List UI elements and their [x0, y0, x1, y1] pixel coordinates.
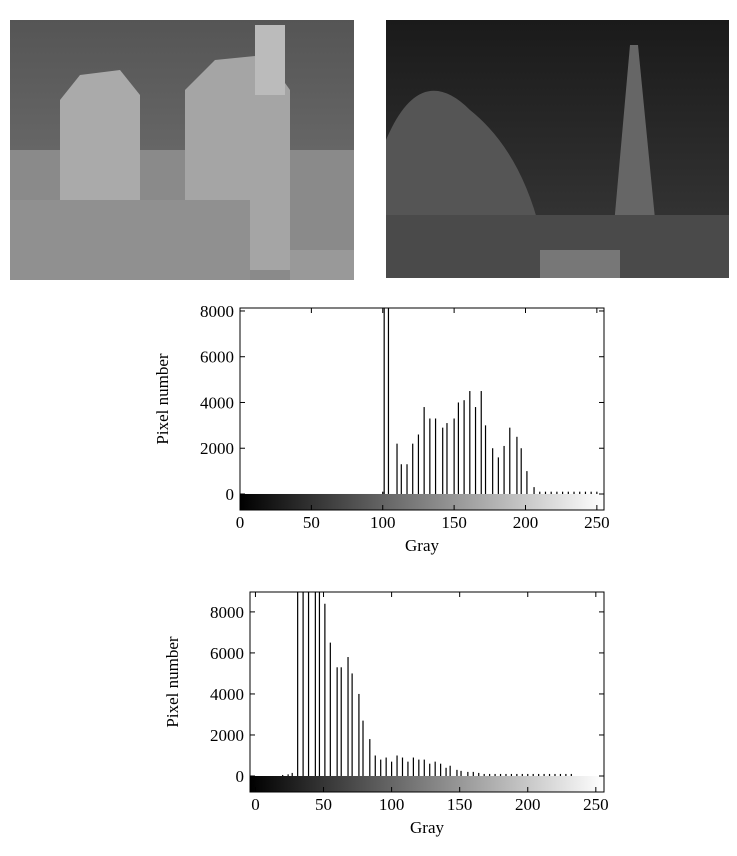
x-axis-label: Gray [405, 536, 439, 555]
histogram: 0 50 100 150 200 250 0 2000 4000 6000 8000 Gray Pixe… [153, 302, 610, 555]
y-tick-label: 6000 [210, 644, 244, 663]
plot-area [282, 592, 572, 776]
x-tick-label: 150 [441, 513, 467, 532]
image-left [10, 20, 354, 280]
x-tick-label: 50 [315, 795, 332, 814]
y-tick-label: 8000 [210, 603, 244, 622]
y-tick-label: 4000 [210, 685, 244, 704]
gray-bar [240, 493, 604, 510]
plot-area [382, 308, 598, 494]
x-tick-label: 150 [447, 795, 473, 814]
x-tick-label: 100 [370, 513, 396, 532]
x-tick-label: 200 [515, 795, 541, 814]
y-axis-label: Pixel number [153, 353, 172, 444]
y-tick-label: 8000 [200, 302, 234, 321]
x-tick-label: 0 [236, 513, 245, 532]
y-axis-label: Pixel number [163, 636, 182, 727]
x-axis-label: Gray [410, 818, 444, 837]
x-tick-label: 200 [513, 513, 539, 532]
y-tick-label: 6000 [200, 348, 234, 367]
y-tick-label: 0 [236, 767, 245, 786]
x-tick-label: 250 [584, 513, 610, 532]
histogram: 0 50 100 150 200 250 0 2000 4000 6000 8000 Gray Pixe… [163, 591, 609, 837]
x-tick-label: 50 [303, 513, 320, 532]
y-tick-label: 4000 [200, 393, 234, 412]
y-tick-label: 0 [226, 485, 235, 504]
axes-box [239, 307, 605, 511]
axes-box [249, 591, 605, 793]
y-tick-label: 2000 [200, 439, 234, 458]
gray-bar [250, 776, 604, 792]
image-right [386, 20, 729, 278]
x-tick-label: 100 [379, 795, 405, 814]
x-tick-label: 250 [583, 795, 609, 814]
x-tick-label: 0 [251, 795, 260, 814]
y-tick-label: 2000 [210, 726, 244, 745]
